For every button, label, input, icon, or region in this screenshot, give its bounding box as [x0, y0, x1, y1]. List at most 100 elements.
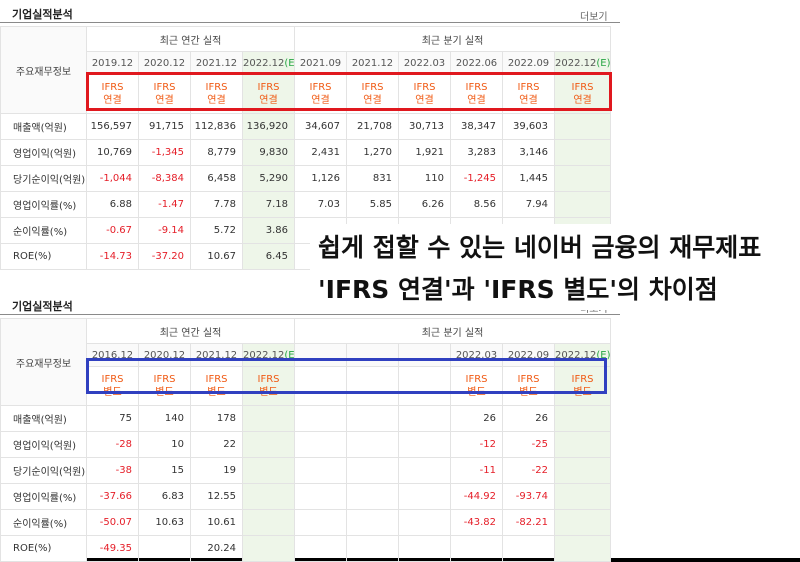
table-cell [398, 457, 451, 484]
estimate-mark: (E) [284, 57, 295, 69]
accounting-type [346, 366, 399, 406]
ifrs-label: IFRS [571, 82, 594, 93]
table-cell: 7.94 [502, 191, 555, 218]
highlight-box-consolidated [86, 72, 612, 111]
accounting-type: IFRS 별도 [553, 366, 612, 406]
caption-line-1: 쉽게 접할 수 있는 네이버 금융의 재무제표 [310, 224, 770, 268]
financial-panel-separate: 기업실적분석 더보기 주요재무정보 최근 연간 실적 최근 분기 실적 2016… [0, 292, 620, 562]
table-cell [346, 483, 399, 510]
table-cell [242, 457, 295, 484]
table-cell: 26 [450, 405, 503, 432]
table-row: 영업이익률(%) 6.88 -1.47 7.78 7.18 7.03 5.85 6.26 8.5… [0, 191, 612, 218]
period-date-label: 2022.12 [243, 349, 285, 361]
ifrs-label: IFRS [153, 82, 176, 93]
table-cell: 10.67 [190, 243, 243, 270]
quarter-group-header: 최근 분기 실적 [293, 318, 612, 344]
table-cell [398, 405, 451, 432]
accounting-type: IFRS 연결 [138, 74, 191, 114]
table-cell: 91,715 [138, 113, 191, 140]
table-cell: -93.74 [502, 483, 555, 510]
ifrs-label: IFRS [257, 374, 280, 385]
table-cell: 6.45 [242, 243, 295, 270]
table-cell: 178 [190, 405, 243, 432]
table-cell: 38,347 [450, 113, 503, 140]
table-cell [553, 509, 612, 536]
estimate-mark: (E) [596, 57, 611, 69]
table-cell: 22 [190, 431, 243, 458]
row-label: 영업이익률(%) [0, 483, 87, 510]
table-cell [242, 509, 295, 536]
table-cell: 3,146 [502, 139, 555, 166]
table-cell: 136,920 [242, 113, 295, 140]
table-cell: -12 [450, 431, 503, 458]
table-cell [553, 457, 612, 484]
table-cell [346, 405, 399, 432]
table-cell: -1.47 [138, 191, 191, 218]
table-cell [398, 483, 451, 510]
table-cell: 15 [138, 457, 191, 484]
consolidation-label: 연결 [467, 95, 486, 106]
ifrs-label: IFRS [101, 374, 124, 385]
table-cell: 831 [346, 165, 399, 192]
table-cell: 8,779 [190, 139, 243, 166]
estimate-mark: (E) [284, 349, 295, 361]
table-cell: -25 [502, 431, 555, 458]
table-cell: -44.92 [450, 483, 503, 510]
caption-line-2: 'IFRS 연결'과 'IFRS 별도'의 차이점 [310, 266, 726, 310]
ifrs-label: IFRS [153, 374, 176, 385]
accounting-type: IFRS 연결 [242, 74, 295, 114]
table-cell [294, 431, 347, 458]
table-cell: -37.20 [138, 243, 191, 270]
table-cell: -37.66 [86, 483, 139, 510]
table-cell: -1,345 [138, 139, 191, 166]
ifrs-label: IFRS [517, 82, 540, 93]
table-cell: 9,830 [242, 139, 295, 166]
accounting-type: IFRS 연결 [86, 74, 139, 114]
ifrs-label: IFRS [257, 82, 280, 93]
accounting-type: IFRS 연결 [450, 74, 503, 114]
period-date-label: 2022.09 [507, 349, 550, 361]
ifrs-label: IFRS [205, 374, 228, 385]
table-cell: -0.67 [86, 217, 139, 244]
period-date-label: 2016.12 [91, 349, 134, 361]
table-cell [242, 405, 295, 432]
period-date-label: 2021.09 [299, 57, 342, 69]
table-cell: 10.63 [138, 509, 191, 536]
period-date: 2019.12 [86, 51, 139, 75]
table-cell [294, 483, 347, 510]
table-cell: 2,431 [294, 139, 347, 166]
table-row: 영업이익(억원) 10,769 -1,345 8,779 9,830 2,431 1,270… [0, 139, 612, 166]
table-cell: 1,921 [398, 139, 451, 166]
table-cell: 30,713 [398, 113, 451, 140]
accounting-type: IFRS 연결 [553, 74, 612, 114]
period-date: 2022.09 [502, 51, 555, 75]
period-date-label: 2022.03 [403, 57, 446, 69]
accounting-type [294, 366, 347, 406]
row-label: 매출액(억원) [0, 113, 87, 140]
table-cell: 5,290 [242, 165, 295, 192]
row-label: 영업이익률(%) [0, 191, 87, 218]
row-label: 순이익률(%) [0, 509, 87, 536]
ifrs-label: IFRS [205, 82, 228, 93]
table-cell: 39,603 [502, 113, 555, 140]
table-cell: -1,245 [450, 165, 503, 192]
table-cell: 140 [138, 405, 191, 432]
table-cell [346, 431, 399, 458]
table-cell [553, 431, 612, 458]
consolidation-label: 연결 [311, 95, 330, 106]
table-cell: 1,270 [346, 139, 399, 166]
period-date-label: 2019.12 [91, 57, 134, 69]
table-cell: 5.85 [346, 191, 399, 218]
table-cell: 7.18 [242, 191, 295, 218]
consolidation-label: 연결 [519, 95, 538, 106]
more-link[interactable]: 더보기 [580, 12, 608, 23]
highlight-box-separate [86, 358, 607, 394]
divider [0, 314, 620, 315]
table-cell: 112,836 [190, 113, 243, 140]
table-cell: -43.82 [450, 509, 503, 536]
period-date-label: 2022.06 [455, 57, 498, 69]
table-cell [294, 457, 347, 484]
period-date-label: 2020.12 [143, 57, 186, 69]
period-date: 2021.09 [294, 51, 347, 75]
